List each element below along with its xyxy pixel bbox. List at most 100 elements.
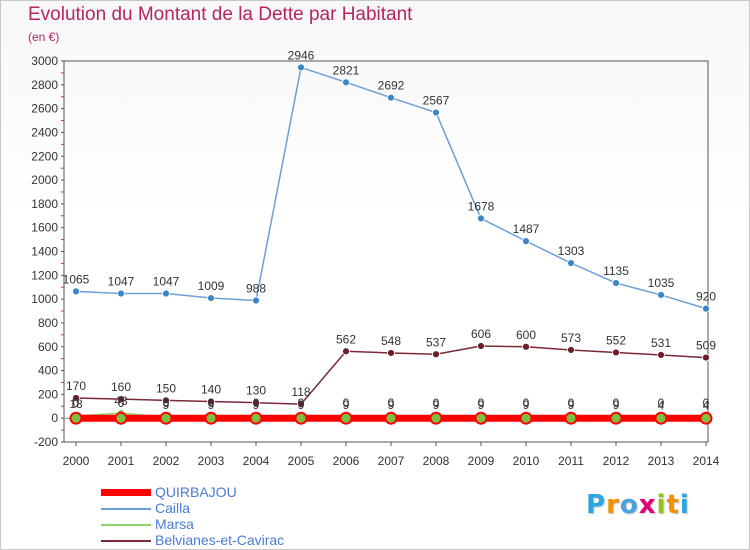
y-tick-label: 2400 — [31, 125, 58, 139]
y-tick-label: 1800 — [31, 197, 58, 211]
data-point-quirbajou — [159, 411, 173, 425]
data-label-cailla: 2946 — [288, 48, 315, 62]
data-point-cailla — [72, 287, 80, 296]
data-label-belvianes-et-cavirac: 531 — [651, 336, 671, 350]
data-label-cailla: 1303 — [558, 244, 585, 258]
data-point-quirbajou — [564, 411, 578, 425]
data-label-cailla: 2821 — [333, 63, 360, 77]
y-tick-label: 1400 — [31, 245, 58, 259]
data-point-quirbajou — [519, 411, 533, 425]
data-point-belvianes-et-cavirac — [252, 398, 260, 407]
data-point-belvianes-et-cavirac — [342, 347, 350, 356]
data-label-belvianes-et-cavirac: 118 — [291, 385, 310, 399]
data-label-cailla: 1065 — [63, 272, 90, 286]
data-label-cailla: 1135 — [603, 264, 629, 278]
data-label-belvianes-et-cavirac: 562 — [336, 332, 356, 346]
data-point-quirbajou — [474, 411, 488, 425]
data-point-quirbajou — [429, 411, 443, 425]
data-point-cailla — [162, 289, 170, 298]
x-tick-label: 2006 — [333, 454, 360, 468]
data-point-belvianes-et-cavirac — [522, 342, 530, 351]
data-label-cailla: 1678 — [468, 199, 495, 213]
data-point-cailla — [477, 214, 485, 223]
data-label-belvianes-et-cavirac: 509 — [696, 339, 716, 353]
data-point-belvianes-et-cavirac — [477, 342, 485, 350]
data-label-quirbajou: 0 — [478, 396, 485, 410]
y-tick-label: 1600 — [31, 221, 58, 235]
logo-letter: o — [619, 490, 639, 520]
data-point-quirbajou — [204, 411, 218, 425]
data-label-quirbajou: 0 — [613, 396, 620, 410]
x-tick-label: 2008 — [423, 454, 450, 468]
chart-subtitle: (en €) — [28, 30, 60, 44]
data-point-belvianes-et-cavirac — [567, 346, 575, 354]
data-label-belvianes-et-cavirac: 548 — [381, 334, 401, 348]
data-label-marsa: 9 — [253, 398, 260, 412]
data-label-quirbajou: 0 — [73, 396, 80, 410]
logo-letter: i — [679, 490, 690, 520]
data-label-marsa: 9 — [343, 398, 350, 412]
data-label-quirbajou: 0 — [703, 396, 710, 410]
data-label-marsa: 9 — [298, 398, 305, 412]
data-point-belvianes-et-cavirac — [702, 353, 710, 362]
data-label-marsa: 43 — [114, 394, 128, 408]
data-label-quirbajou: 0 — [298, 396, 305, 410]
x-tick-label: 2004 — [243, 454, 270, 468]
data-point-cailla — [252, 296, 260, 305]
x-tick-label: 2005 — [288, 454, 315, 468]
y-tick-label: 1000 — [31, 292, 58, 306]
data-label-cailla: 1047 — [108, 275, 135, 289]
legend-label: QUIRBAJOU — [155, 484, 237, 500]
data-label-marsa: 9 — [568, 398, 575, 412]
data-point-quirbajou — [249, 411, 263, 425]
data-point-cailla — [342, 78, 350, 87]
data-point-quirbajou — [339, 411, 353, 425]
y-tick-label: 200 — [38, 387, 58, 401]
data-label-belvianes-et-cavirac: 150 — [156, 381, 176, 395]
data-point-belvianes-et-cavirac — [612, 348, 620, 357]
y-tick-label: 2600 — [31, 102, 58, 116]
data-label-marsa: 9 — [523, 398, 530, 412]
proxiti-logo: Proxiti — [586, 490, 690, 520]
data-point-quirbajou — [654, 411, 668, 425]
data-point-belvianes-et-cavirac — [207, 397, 215, 406]
data-label-quirbajou: 0 — [118, 396, 125, 410]
data-point-cailla — [522, 237, 530, 246]
data-label-belvianes-et-cavirac: 606 — [471, 327, 491, 341]
y-tick-label: 0 — [51, 411, 58, 425]
data-point-quirbajou — [384, 411, 398, 425]
y-tick-label: 2800 — [31, 78, 58, 92]
data-label-cailla: 1487 — [513, 222, 540, 236]
data-label-quirbajou: 0 — [343, 396, 350, 410]
legend-swatch — [101, 489, 151, 496]
y-tick-label: 800 — [38, 316, 58, 330]
data-label-quirbajou: 0 — [208, 396, 215, 410]
data-label-cailla: 1035 — [648, 276, 675, 290]
logo-letter: x — [638, 490, 657, 520]
data-label-marsa: 9 — [163, 398, 170, 412]
legend-swatch — [101, 508, 151, 510]
y-tick-label: 600 — [38, 340, 58, 354]
x-tick-label: 2000 — [63, 454, 90, 468]
data-label-cailla: 920 — [696, 290, 716, 304]
data-point-belvianes-et-cavirac — [297, 400, 305, 409]
data-point-cailla — [297, 63, 305, 72]
data-label-quirbajou: 0 — [523, 396, 530, 410]
data-label-cailla: 1047 — [153, 275, 180, 289]
data-point-cailla — [657, 291, 665, 299]
data-label-marsa: 4 — [703, 399, 710, 413]
legend-label: Marsa — [155, 516, 194, 532]
data-point-belvianes-et-cavirac — [162, 396, 170, 405]
y-tick-label: 1200 — [31, 268, 58, 282]
data-label-quirbajou: 0 — [388, 396, 395, 410]
data-point-belvianes-et-cavirac — [432, 350, 440, 359]
data-label-marsa: 9 — [613, 398, 620, 412]
data-point-cailla — [387, 93, 395, 102]
data-point-cailla — [702, 304, 710, 313]
data-point-belvianes-et-cavirac — [657, 351, 665, 359]
y-tick-label: -200 — [34, 435, 58, 449]
logo-letter: P — [586, 490, 607, 520]
data-label-belvianes-et-cavirac: 552 — [606, 333, 626, 347]
logo-letter: i — [656, 490, 667, 520]
data-point-quirbajou — [114, 411, 128, 425]
